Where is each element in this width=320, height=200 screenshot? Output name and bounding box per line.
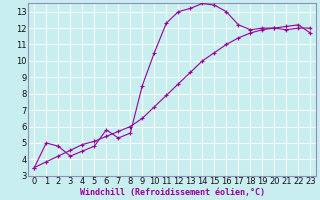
X-axis label: Windchill (Refroidissement éolien,°C): Windchill (Refroidissement éolien,°C) bbox=[80, 188, 265, 197]
